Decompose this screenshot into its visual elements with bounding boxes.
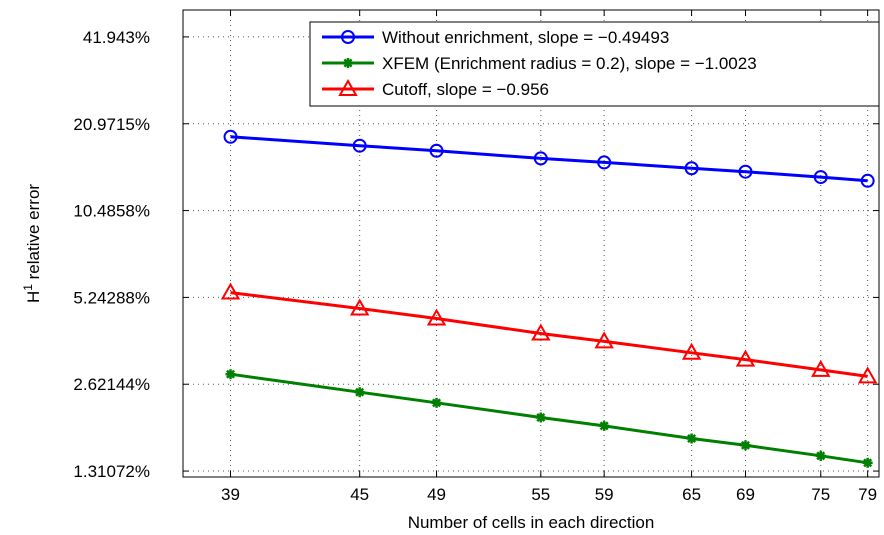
legend-entry: Without enrichment, slope = −0.49493 bbox=[322, 28, 669, 47]
legend-label: XFEM (Enrichment radius = 0.2), slope = … bbox=[382, 54, 757, 73]
asterisk-marker bbox=[354, 387, 365, 398]
y-tick-label: 2.62144% bbox=[73, 375, 150, 394]
x-tick-label: 75 bbox=[811, 485, 830, 504]
legend-entry: XFEM (Enrichment radius = 0.2), slope = … bbox=[322, 54, 757, 73]
circle-marker bbox=[429, 143, 444, 158]
triangle-marker bbox=[735, 349, 756, 367]
y-axis-title-base: H bbox=[24, 291, 43, 303]
triangle-marker bbox=[857, 366, 878, 384]
y-axis: 1.31072% 2.62144% 5.24288% 10.4858% 20.9715%… bbox=[73, 28, 879, 481]
y-tick-label: 41.943% bbox=[83, 28, 150, 47]
triangle-marker bbox=[811, 359, 831, 377]
y-axis-title-rest: relative error bbox=[24, 184, 43, 284]
x-tick-label: 55 bbox=[531, 485, 550, 504]
y-tick-label: 1.31072% bbox=[73, 462, 150, 481]
series-group bbox=[223, 129, 875, 188]
circle-marker bbox=[352, 138, 367, 153]
triangle-marker bbox=[349, 298, 370, 316]
circle-marker bbox=[738, 164, 753, 179]
asterisk-marker bbox=[225, 369, 236, 380]
legend-box bbox=[309, 21, 880, 107]
x-tick-label: 45 bbox=[350, 485, 369, 504]
series-line bbox=[230, 372, 868, 465]
x-tick-label: 59 bbox=[595, 485, 614, 504]
asterisk-marker bbox=[740, 440, 751, 451]
circle-marker bbox=[813, 170, 828, 185]
x-axis: 39 45 49 55 59 65 69 75 79 bbox=[221, 10, 877, 504]
circle-marker bbox=[341, 30, 355, 44]
asterisk-marker bbox=[862, 457, 873, 468]
circle-marker bbox=[223, 129, 238, 144]
x-tick-label: 39 bbox=[221, 485, 240, 504]
triangle-marker bbox=[338, 78, 358, 96]
y-tick-label: 5.24288% bbox=[73, 288, 150, 307]
asterisk-marker bbox=[343, 58, 353, 68]
asterisk-marker bbox=[686, 433, 697, 444]
triangle-marker bbox=[531, 323, 551, 341]
triangle-marker bbox=[594, 331, 614, 349]
triangle-marker bbox=[426, 308, 447, 326]
asterisk-marker bbox=[431, 397, 442, 408]
x-tick-label: 65 bbox=[682, 485, 701, 504]
triangle-marker bbox=[220, 282, 241, 300]
triangle-marker bbox=[681, 342, 702, 360]
asterisk-marker bbox=[815, 450, 826, 461]
legend-entry: Cutoff, slope = −0.956 bbox=[322, 78, 549, 99]
legend-label: Without enrichment, slope = −0.49493 bbox=[382, 28, 669, 47]
y-axis-title: H1 relative error bbox=[21, 184, 43, 303]
circle-marker bbox=[684, 161, 699, 176]
series-layer bbox=[220, 129, 878, 468]
x-tick-label: 69 bbox=[736, 485, 755, 504]
x-tick-label: 49 bbox=[427, 485, 446, 504]
series-line bbox=[230, 135, 868, 183]
x-axis-title: Number of cells in each direction bbox=[408, 513, 655, 532]
circle-marker bbox=[597, 155, 612, 170]
y-tick-label: 20.9715% bbox=[73, 115, 150, 134]
circle-marker bbox=[860, 173, 875, 188]
legend: Without enrichment, slope = −0.49493 XFEM… bbox=[309, 21, 880, 107]
y-tick-label: 10.4858% bbox=[73, 202, 150, 221]
asterisk-marker bbox=[599, 420, 610, 431]
circle-marker bbox=[533, 151, 548, 166]
series-group bbox=[220, 282, 878, 384]
x-tick-label: 79 bbox=[858, 485, 877, 504]
series-group bbox=[225, 369, 873, 468]
series-line bbox=[230, 291, 868, 378]
plot-area-frame bbox=[182, 9, 880, 478]
legend-label: Cutoff, slope = −0.956 bbox=[382, 80, 549, 99]
y-axis-title-superscript: 1 bbox=[21, 284, 35, 291]
asterisk-marker bbox=[535, 412, 546, 423]
